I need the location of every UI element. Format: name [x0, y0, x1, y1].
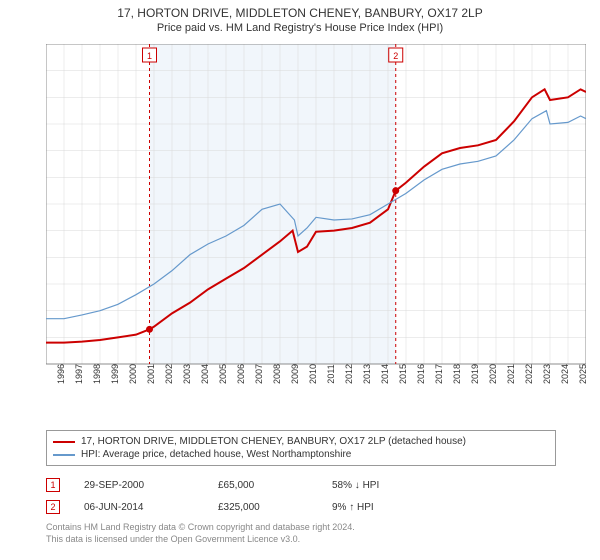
svg-text:2001: 2001: [146, 364, 156, 384]
marker-table: 1 29-SEP-2000 £65,000 58% ↓ HPI 2 06-JUN…: [46, 474, 556, 518]
svg-text:1998: 1998: [92, 364, 102, 384]
svg-text:2017: 2017: [434, 364, 444, 384]
chart-title: 17, HORTON DRIVE, MIDDLETON CHENEY, BANB…: [0, 0, 600, 20]
legend-label: HPI: Average price, detached house, West…: [81, 449, 351, 460]
chart: £0£50K£100K£150K£200K£250K£300K£350K£400…: [46, 44, 586, 394]
svg-text:2011: 2011: [326, 364, 336, 383]
svg-text:1996: 1996: [56, 364, 66, 384]
svg-text:2003: 2003: [182, 364, 192, 384]
marker-diff: 9% ↑ HPI: [332, 502, 422, 513]
svg-text:2012: 2012: [344, 364, 354, 384]
svg-text:2021: 2021: [506, 364, 516, 384]
svg-text:2006: 2006: [236, 364, 246, 384]
svg-text:2013: 2013: [362, 364, 372, 384]
svg-text:2005: 2005: [218, 364, 228, 384]
svg-text:2023: 2023: [542, 364, 552, 384]
chart-subtitle: Price paid vs. HM Land Registry's House …: [0, 20, 600, 34]
marker-row: 1 29-SEP-2000 £65,000 58% ↓ HPI: [46, 474, 556, 496]
marker-diff: 58% ↓ HPI: [332, 480, 422, 491]
marker-price: £65,000: [218, 480, 308, 491]
svg-text:2024: 2024: [560, 364, 570, 384]
svg-text:2020: 2020: [488, 364, 498, 384]
marker-date: 29-SEP-2000: [84, 480, 194, 491]
svg-text:2018: 2018: [452, 364, 462, 384]
footer-line: Contains HM Land Registry data © Crown c…: [46, 522, 556, 534]
svg-text:1995: 1995: [46, 364, 48, 384]
legend-swatch: [53, 441, 75, 443]
marker-badge: 2: [46, 500, 60, 514]
svg-text:2007: 2007: [254, 364, 264, 384]
svg-text:2009: 2009: [290, 364, 300, 384]
svg-text:2000: 2000: [128, 364, 138, 384]
marker-date: 06-JUN-2014: [84, 502, 194, 513]
footer-line: This data is licensed under the Open Gov…: [46, 534, 556, 546]
svg-text:2016: 2016: [416, 364, 426, 384]
marker-row: 2 06-JUN-2014 £325,000 9% ↑ HPI: [46, 496, 556, 518]
marker-badge: 1: [46, 478, 60, 492]
legend-swatch: [53, 454, 75, 456]
legend-item: 17, HORTON DRIVE, MIDDLETON CHENEY, BANB…: [53, 435, 549, 448]
svg-text:1997: 1997: [74, 364, 84, 384]
svg-text:1999: 1999: [110, 364, 120, 384]
svg-text:2004: 2004: [200, 364, 210, 384]
legend-label: 17, HORTON DRIVE, MIDDLETON CHENEY, BANB…: [81, 436, 466, 447]
svg-text:2: 2: [393, 51, 398, 61]
svg-text:2014: 2014: [380, 364, 390, 384]
legend-item: HPI: Average price, detached house, West…: [53, 448, 549, 461]
svg-text:2019: 2019: [470, 364, 480, 384]
svg-text:2015: 2015: [398, 364, 408, 384]
svg-text:1: 1: [147, 51, 152, 61]
marker-price: £325,000: [218, 502, 308, 513]
legend: 17, HORTON DRIVE, MIDDLETON CHENEY, BANB…: [46, 430, 556, 466]
svg-text:2002: 2002: [164, 364, 174, 384]
svg-text:2008: 2008: [272, 364, 282, 384]
svg-text:2022: 2022: [524, 364, 534, 384]
footer: Contains HM Land Registry data © Crown c…: [46, 522, 556, 545]
svg-text:2025: 2025: [578, 364, 586, 384]
svg-text:2010: 2010: [308, 364, 318, 384]
